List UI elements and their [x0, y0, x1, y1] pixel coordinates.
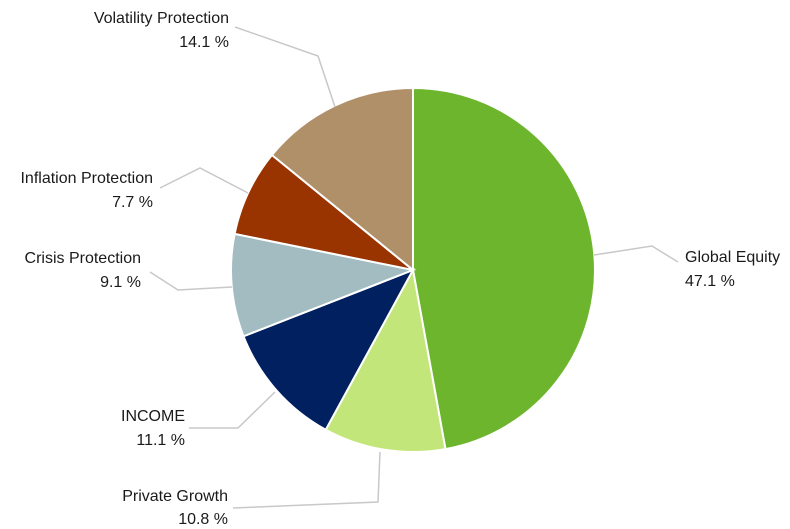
- label-value-volatility-protection: 14.1 %: [179, 34, 229, 51]
- label-name-income: INCOME: [121, 408, 185, 425]
- label-crisis-protection: Crisis Protection 9.1 %: [25, 250, 141, 291]
- pie-slice-income: [242, 268, 416, 432]
- label-global-equity: Global Equity 47.1 %: [685, 249, 780, 290]
- label-name-volatility-protection: Volatility Protection: [94, 10, 229, 27]
- leader-line-volatility-protection: [234, 26, 336, 108]
- leader-line-inflation-protection: [159, 167, 249, 194]
- leader-line-private-growth: [232, 451, 381, 509]
- label-private-growth: Private Growth 10.8 %: [122, 488, 228, 528]
- leader-line-global-equity: [593, 245, 679, 263]
- label-name-crisis-protection: Crisis Protection: [25, 250, 141, 267]
- label-value-crisis-protection: 9.1 %: [100, 274, 141, 291]
- leader-line-income: [189, 391, 276, 429]
- label-volatility-protection: Volatility Protection 14.1 %: [94, 10, 229, 51]
- pie-slice-global-equity: [412, 86, 596, 451]
- label-name-private-growth: Private Growth: [122, 488, 228, 505]
- label-name-inflation-protection: Inflation Protection: [20, 170, 153, 187]
- label-value-income: 11.1 %: [136, 432, 185, 449]
- label-income: INCOME 11.1 %: [121, 408, 185, 449]
- leader-line-crisis-protection: [149, 271, 233, 291]
- label-inflation-protection: Inflation Protection 7.7 %: [20, 170, 153, 211]
- label-value-inflation-protection: 7.7 %: [112, 194, 153, 211]
- label-name-global-equity: Global Equity: [685, 249, 780, 266]
- pie-slice-private-growth: [324, 267, 447, 453]
- leader-lines: [149, 26, 679, 509]
- label-value-private-growth: 10.8 %: [178, 511, 228, 528]
- label-value-global-equity: 47.1 %: [685, 273, 735, 290]
- pie-slice-crisis-protection: [230, 232, 417, 338]
- pie-slices: [230, 86, 596, 453]
